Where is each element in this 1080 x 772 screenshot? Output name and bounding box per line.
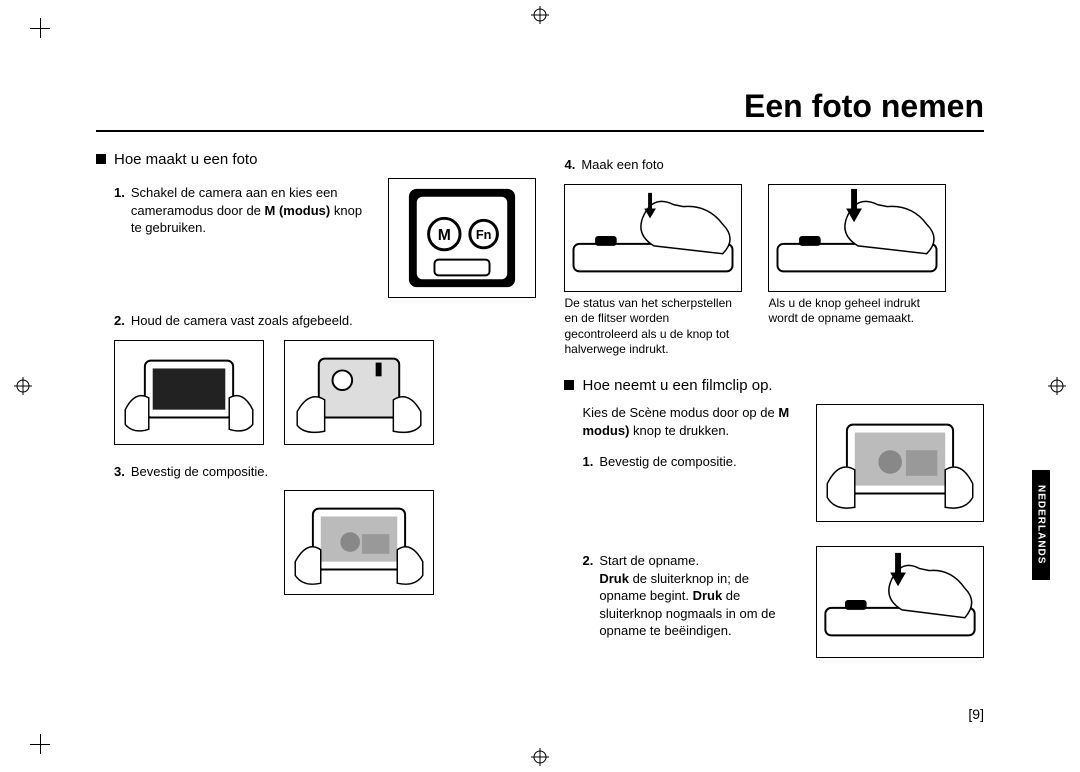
intro-b: knop te drukken.: [629, 423, 729, 438]
step2-line1: Start de opname.: [599, 553, 699, 568]
step-num: 1.: [114, 184, 125, 237]
page-title-rule: [96, 130, 984, 132]
section-title-left: Hoe maakt u een foto: [114, 150, 257, 170]
illustration-row-compose: [114, 490, 536, 595]
illustration-hold-back: [284, 340, 434, 445]
square-bullet-icon: [96, 154, 106, 164]
step-text-bold: M (modus): [265, 203, 331, 218]
svg-text:M: M: [438, 227, 451, 244]
step2-bold-a: Druk: [599, 571, 629, 586]
illustration-film-compose: [816, 404, 984, 522]
step-2: 2. Houd de camera vast zoals afgebeeld.: [114, 312, 536, 330]
page-title: Een foto nemen: [48, 88, 984, 125]
step-text: Bevestig de compositie.: [131, 463, 268, 481]
step-text: Start de opname. Druk de sluiterknop in;…: [599, 552, 794, 640]
section-title-right: Hoe neemt u een filmclip op.: [582, 376, 772, 396]
illustration-row-hold: [114, 340, 536, 445]
step-3: 3. Bevestig de compositie.: [114, 463, 536, 481]
registration-mark-bottom: [531, 748, 549, 766]
step-text: Bevestig de compositie.: [599, 453, 736, 471]
caption-full-press: Als u de knop geheel indrukt wordt de op…: [768, 296, 946, 327]
illustration-half-press: [564, 184, 742, 292]
step-text: Houd de camera vast zoals afgebeeld.: [131, 312, 353, 330]
step-text: Schakel de camera aan en kies een camera…: [131, 184, 373, 237]
content: Hoe maakt u een foto 1. Schakel de camer…: [96, 150, 984, 712]
step-num: 2.: [114, 312, 125, 330]
step-num: 4.: [564, 156, 575, 174]
step-num: 2.: [582, 552, 593, 640]
step-1: 1. Schakel de camera aan en kies een cam…: [114, 184, 372, 237]
registration-mark-left: [14, 377, 32, 395]
step-text: Maak een foto: [581, 156, 663, 174]
column-right: 4. Maak een foto De s: [564, 150, 984, 712]
illustration-film-record: [816, 546, 984, 658]
intro-a: Kies de Scène modus door op de: [582, 405, 778, 420]
film-step-1: 1. Bevestig de compositie.: [582, 453, 794, 471]
square-bullet-icon: [564, 380, 574, 390]
crop-mark-tl: [30, 18, 50, 38]
caption-half-press: De status van het scherpstellen en de fl…: [564, 296, 742, 358]
svg-text:Fn: Fn: [476, 227, 492, 242]
section-header-left: Hoe maakt u een foto: [96, 150, 536, 170]
step2-bold-c: Druk: [693, 588, 723, 603]
page: Een foto nemen Hoe maakt u een foto 1. S…: [48, 30, 1032, 742]
illustration-camera-mode: M Fn: [388, 178, 536, 298]
section-intro: Kies de Scène modus door op de M modus) …: [582, 404, 794, 439]
language-tab: NEDERLANDS: [1032, 470, 1050, 580]
illustration-full-press: [768, 184, 946, 292]
step-num: 1.: [582, 453, 593, 471]
film-step-2: 2. Start de opname. Druk de sluiterknop …: [582, 552, 794, 640]
step-num: 3.: [114, 463, 125, 481]
page-number: [9]: [968, 706, 984, 722]
registration-mark-right: [1048, 377, 1066, 395]
crop-mark-bl: [30, 734, 50, 754]
section-header-right: Hoe neemt u een filmclip op.: [564, 376, 984, 396]
illustration-compose: [284, 490, 434, 595]
illustration-hold-front: [114, 340, 264, 445]
registration-mark-top: [531, 6, 549, 24]
column-left: Hoe maakt u een foto 1. Schakel de camer…: [96, 150, 536, 712]
step-4: 4. Maak een foto: [564, 156, 984, 174]
illustration-row-shutter: De status van het scherpstellen en de fl…: [564, 184, 984, 358]
